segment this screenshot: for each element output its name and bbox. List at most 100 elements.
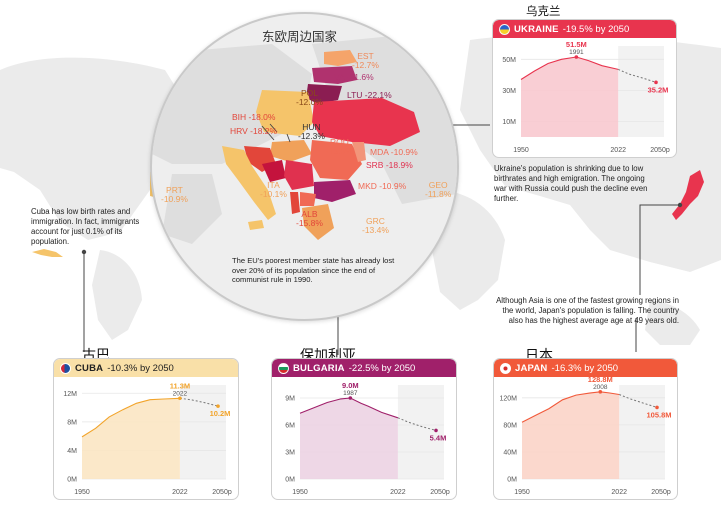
country-label-hrv: HRV -18.2% [230, 126, 278, 136]
projection-line [619, 394, 658, 408]
country-label-prt: PRT -10.9% [161, 185, 188, 205]
country-label-geo: GEO -11.8% [425, 180, 452, 200]
lens-title: 东欧周边国家 [262, 29, 338, 44]
country-label-lva: LVA -21.6% [330, 72, 374, 82]
albania-shape [290, 192, 300, 214]
peak-year-label: 1987 [343, 390, 358, 397]
peak-year-label: 2022 [173, 390, 188, 397]
x-tick-label: 1950 [74, 489, 90, 496]
y-tick-label: 0M [507, 477, 517, 484]
country-label-mda: MDA -10.9% [370, 147, 418, 157]
bulgaria-card-change: -22.5% by 2050 [348, 362, 416, 374]
country-label-mkd: MKD -10.9% [358, 181, 407, 191]
japan-shape [672, 170, 704, 220]
x-tick-label: 2050p [650, 147, 670, 154]
hungary-shape [270, 140, 312, 162]
peak-point [348, 396, 353, 400]
romania-shape [310, 140, 362, 180]
y-tick-label: 9M [285, 396, 295, 403]
x-tick-label: 2022 [390, 489, 406, 496]
romania-note: The EU's poorest member state has alread… [232, 256, 395, 285]
bulgaria-card-name: BULGARIA [293, 362, 345, 374]
country-label-grc: GRC -13.4% [362, 216, 389, 236]
y-tick-label: 30M [502, 88, 516, 95]
historical-line [81, 397, 180, 438]
greece-shape [302, 204, 334, 240]
north-macedonia-shape [300, 192, 316, 206]
japan-note: Although Asia is one of the fastest grow… [496, 296, 679, 325]
bulgaria-card: BULGARIA -22.5% by 2050 0M 3M 6M 9M 9.0M 1987… [271, 358, 457, 500]
eastern-europe-lens [150, 12, 459, 321]
bulgaria-shape [314, 180, 356, 202]
y-tick-label: 120M [499, 395, 517, 402]
y-tick-label: 6M [285, 423, 295, 430]
projection-line [397, 417, 437, 431]
cuba-card: CUBA -10.3% by 2050 0M 4M 8M 12M 11.3M 2022 10… [53, 358, 239, 500]
y-tick-label: 4M [67, 448, 77, 455]
y-tick-label: 8M [67, 419, 77, 426]
japan-card-name: JAPAN [515, 362, 548, 374]
historical-area [521, 57, 619, 137]
japan-card-header: JAPAN -16.3% by 2050 [494, 359, 677, 377]
y-tick-label: 50M [502, 57, 516, 64]
end-value-label: 5.4M [430, 433, 447, 442]
cuba-card-change: -10.3% by 2050 [107, 362, 174, 374]
latvia-shape [312, 66, 357, 84]
peak-point [598, 390, 603, 394]
japan-card: JAPAN -16.3% by 2050 0M 40M 80M 120M 128.8M 2… [493, 358, 678, 500]
ukraine-card-name: UKRAINE [514, 23, 559, 35]
y-tick-label: 40M [503, 449, 517, 456]
peak-point [574, 55, 579, 59]
historical-area [522, 391, 620, 479]
peak-year-label: 1991 [569, 49, 584, 56]
end-value-label: 10.2M [210, 409, 231, 418]
japan-card-change: -16.3% by 2050 [551, 362, 619, 374]
y-tick-label: 80M [503, 422, 517, 429]
peak-point [178, 396, 182, 401]
peak-year-label: 2008 [593, 384, 608, 391]
x-tick-label: 2022 [611, 489, 627, 496]
end-value-label: 35.2M [648, 85, 669, 94]
ukraine-card-change: -19.5% by 2050 [562, 23, 630, 35]
end-value-label: 105.8M [646, 410, 671, 419]
y-tick-label: 0M [67, 477, 77, 484]
country-label-alb: ALB -15.8% [296, 209, 323, 229]
cuba-card-name: CUBA [75, 362, 104, 374]
country-label-bih: BIH -18.0% [232, 112, 276, 122]
moldova-shape [352, 142, 366, 162]
x-tick-label: 1950 [514, 489, 530, 496]
historical-area [300, 398, 398, 479]
x-tick-label: 1950 [292, 489, 308, 496]
x-tick-label: 2022 [610, 147, 626, 154]
x-tick-label: 2050p [651, 489, 671, 496]
cuba-flag-icon [60, 362, 71, 374]
projection-region [619, 385, 665, 479]
peak-value-label: 51.5M [566, 40, 587, 49]
projection-region [179, 385, 226, 479]
y-tick-label: 3M [285, 450, 295, 457]
y-tick-label: 12M [63, 391, 77, 398]
end-point [655, 405, 659, 410]
ukraine-note: Ukraine's population is shrinking due to… [494, 164, 648, 203]
ukraine-shape [312, 98, 420, 146]
bulgaria-card-header: BULGARIA -22.5% by 2050 [272, 359, 456, 377]
ukraine-card-header: UKRAINE -19.5% by 2050 [493, 20, 676, 38]
x-tick-label: 2050p [430, 489, 450, 496]
lithuania-shape [306, 84, 342, 104]
cuba-card-header: CUBA -10.3% by 2050 [54, 359, 238, 377]
y-tick-label: 10M [502, 119, 516, 126]
end-point [216, 404, 220, 408]
country-label-ltu: LTU -22.1% [347, 90, 392, 100]
x-tick-label: 1950 [513, 147, 529, 154]
country-label-pol: POL -12.0% [296, 88, 323, 108]
bulgaria-flag-icon [278, 362, 289, 374]
country-label-rou: ROU -15.5% [326, 137, 353, 157]
country-label-hun: HUN -12.3% [298, 122, 325, 142]
projection-region [397, 385, 444, 479]
y-tick-label: 0M [285, 477, 295, 484]
end-point [434, 428, 438, 433]
